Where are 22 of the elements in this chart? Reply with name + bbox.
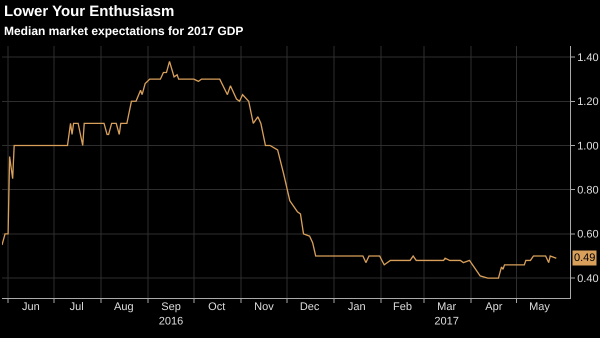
x-tick-label: Dec: [300, 301, 320, 313]
x-tick-label: Apr: [485, 301, 503, 313]
chart-title: Lower Your Enthusiasm: [4, 3, 174, 20]
y-tick-label: 1.40: [577, 52, 599, 64]
y-tick-label: 1.20: [577, 96, 599, 108]
y-tick-label: 1.00: [577, 140, 599, 152]
x-tick-label: Nov: [254, 301, 274, 313]
y-tick-label: 0.80: [577, 184, 599, 197]
x-tick-label: Mar 2017: [434, 301, 459, 328]
x-tick-label: Jun: [22, 301, 40, 313]
x-tick-label: Jul: [70, 301, 84, 313]
x-tick-label: May: [529, 301, 550, 313]
y-tick-label: 0.40: [577, 272, 599, 285]
chart-subtitle: Median market expectations for 2017 GDP: [4, 24, 244, 38]
x-tick-label: Sep 2016: [158, 301, 184, 328]
y-tick-label: 0.60: [577, 228, 599, 241]
x-tick-label: Aug: [114, 301, 134, 313]
x-tick-label: Oct: [208, 301, 226, 313]
x-tick-label: Feb: [393, 301, 412, 313]
line-series: [2, 60, 557, 279]
x-tick-label: Jan: [348, 301, 366, 313]
annotation: 0.49: [574, 252, 596, 264]
